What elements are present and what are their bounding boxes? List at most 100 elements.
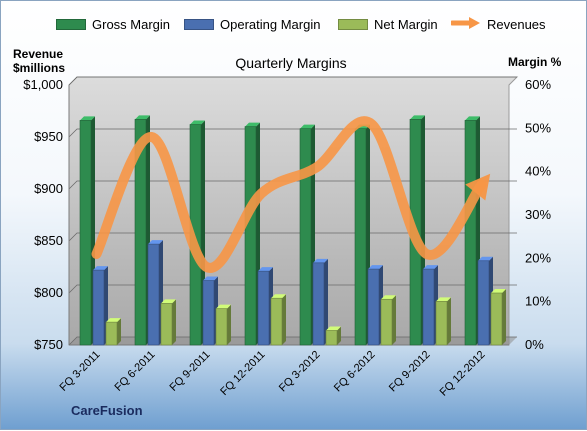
bar-top	[491, 289, 506, 293]
right-axis-tick-label: 50%	[525, 120, 551, 135]
bar-face	[244, 126, 257, 346]
bar-face	[147, 243, 160, 346]
legend-label-net: Net Margin	[374, 17, 438, 32]
bar-face	[105, 321, 118, 346]
x-axis-tick-label: FQ 6-2012	[332, 349, 378, 395]
bar-net-margin	[435, 297, 451, 346]
bar-face	[299, 128, 312, 346]
bar-top	[271, 294, 286, 299]
legend-arrow-revenues	[449, 17, 481, 32]
legend: Gross Margin Operating Margin Net Margin…	[1, 17, 587, 37]
bar-top	[216, 304, 231, 309]
bar-side	[282, 294, 286, 345]
bar-top	[478, 256, 493, 261]
x-axis-tick-label: FQ 3-2012	[277, 349, 323, 395]
bar-top	[190, 120, 205, 125]
bar-face	[380, 298, 393, 346]
x-axis-tick-label: FQ 12-2011	[218, 349, 267, 398]
gridline	[68, 180, 517, 190]
bar-face	[477, 260, 490, 346]
bar-face	[490, 292, 503, 346]
left-axis-tick-label: $900	[34, 181, 63, 196]
footer-company: CareFusion	[71, 403, 143, 418]
bar-face	[270, 297, 283, 346]
x-axis-tick-label: FQ 3-2011	[58, 349, 103, 394]
bar-top	[148, 240, 163, 245]
left-axis-title-line1: Revenue	[13, 47, 64, 61]
bar-operating-margin	[312, 258, 328, 346]
right-axis-title: Margin %	[508, 55, 562, 69]
left-axis-tick-label: $800	[34, 285, 63, 300]
bar-net-margin	[380, 295, 396, 346]
x-axis-tick-label: FQ 6-2011	[113, 349, 158, 394]
bar-face	[325, 330, 338, 346]
bar-side	[392, 295, 396, 345]
bar-top	[436, 297, 451, 302]
bar-top	[135, 115, 150, 120]
bar-side	[447, 297, 451, 345]
bar-face	[79, 120, 92, 346]
x-axis-tick-label: FQ 9-2011	[168, 349, 213, 394]
left-axis-tick-label: $1,000	[23, 77, 63, 92]
bar-side	[117, 318, 121, 345]
bar-top	[423, 265, 438, 270]
plot-floor	[69, 337, 517, 345]
bar-top	[300, 124, 315, 129]
bar-face	[312, 262, 325, 346]
bar-net-margin	[270, 294, 286, 346]
bar-top	[258, 267, 273, 272]
left-axis-tick-label: $950	[34, 129, 63, 144]
bar-top	[80, 116, 95, 121]
bar-face	[422, 268, 435, 346]
left-axis-title: Revenue $millions	[13, 47, 65, 75]
bar-top	[465, 116, 480, 121]
right-axis-tick-label: 20%	[525, 250, 551, 265]
bar-side	[337, 326, 341, 345]
bar-top	[313, 258, 328, 263]
bar-top	[410, 115, 425, 120]
right-axis-tick-label: 30%	[525, 207, 551, 222]
bar-face	[435, 301, 448, 346]
bar-side	[227, 304, 231, 345]
legend-label-gross: Gross Margin	[92, 17, 171, 32]
x-axis-tick-label: FQ 9-2012	[387, 349, 433, 395]
bar-top	[203, 276, 218, 281]
bar-face	[134, 119, 147, 346]
chart-title: Quarterly Margins	[235, 55, 347, 71]
bar-net-margin	[325, 326, 341, 346]
bar-face	[160, 303, 173, 346]
right-axis-tick-label: 10%	[525, 294, 551, 309]
bar-face	[354, 128, 367, 346]
bar-top	[161, 299, 176, 304]
gridline	[68, 76, 517, 86]
legend-item-operating-margin: Operating Margin	[184, 17, 320, 32]
x-axis-tick-label: FQ 12-2012	[438, 349, 488, 399]
bar-top	[106, 318, 121, 323]
bar-top	[245, 122, 260, 127]
gridline	[68, 232, 517, 242]
bar-side	[172, 299, 176, 345]
bar-net-margin	[490, 289, 506, 346]
bar-net-margin	[105, 318, 121, 346]
legend-swatch-operating	[184, 19, 214, 30]
legend-item-gross-margin: Gross Margin	[56, 17, 170, 32]
bar-net-margin	[160, 299, 176, 346]
legend-swatch-gross	[56, 19, 86, 30]
bar-gross-margin	[79, 116, 95, 346]
right-axis-tick-label: 40%	[525, 164, 551, 179]
bar-face	[464, 120, 477, 346]
bar-top	[381, 295, 396, 300]
bar-face	[257, 270, 270, 346]
bar-top	[368, 265, 383, 270]
revenues-arrowhead	[465, 173, 491, 201]
legend-label-revenues: Revenues	[487, 17, 546, 32]
legend-label-operating: Operating Margin	[220, 17, 321, 32]
bar-side	[502, 289, 506, 345]
bar-face	[367, 268, 380, 346]
legend-swatch-net	[338, 19, 368, 30]
right-axis-tick-label: 0%	[525, 337, 544, 352]
bar-side	[324, 258, 328, 345]
bar-face	[92, 269, 105, 346]
